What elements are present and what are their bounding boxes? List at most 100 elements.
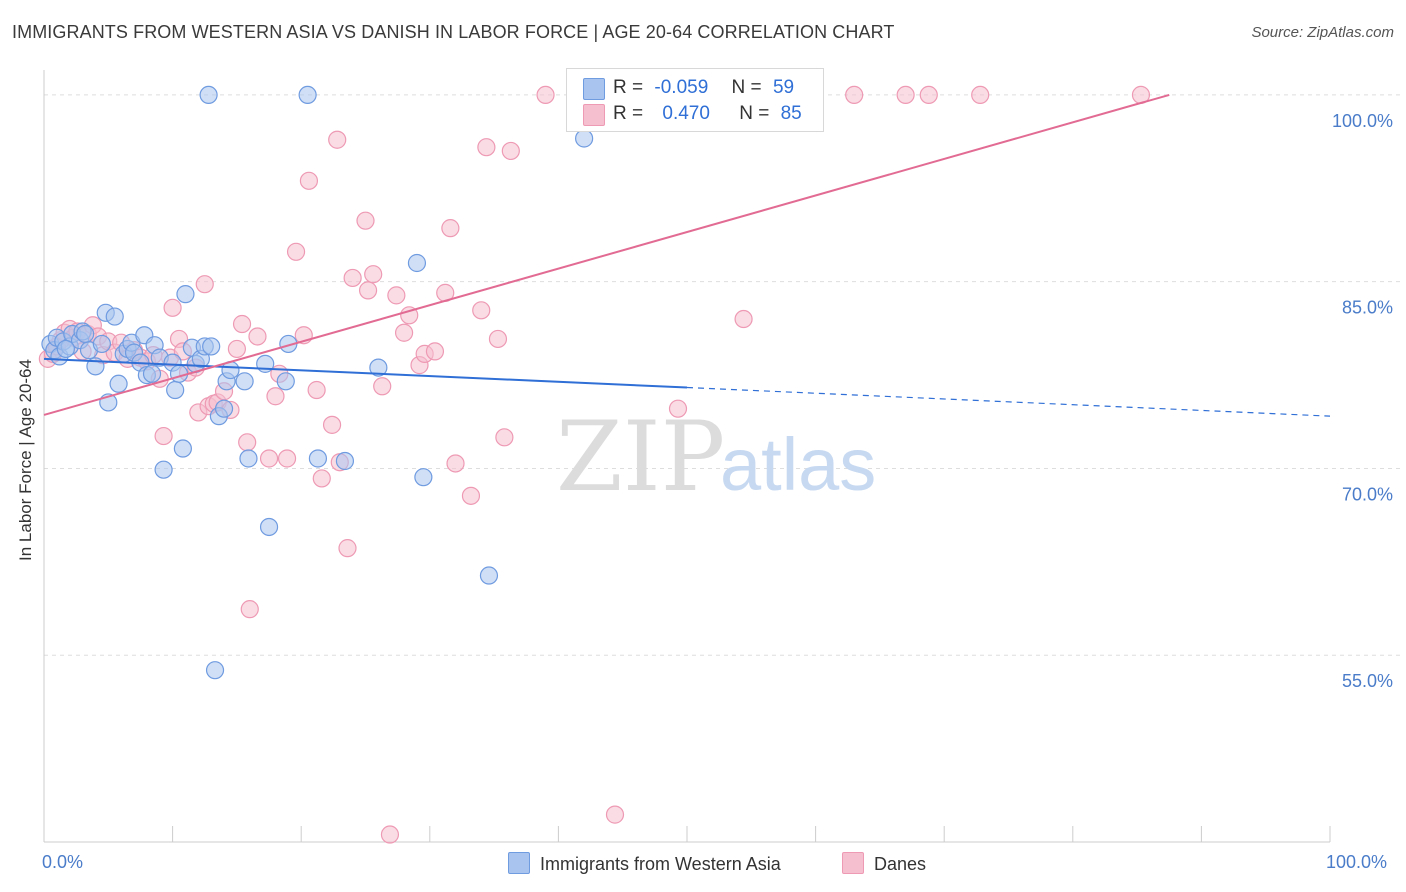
legend-r-label: R = (613, 103, 644, 124)
data-point (298, 85, 317, 105)
data-point (232, 314, 252, 334)
data-point (407, 253, 427, 273)
legend-r-value: -0.059 (654, 77, 709, 98)
data-point (199, 85, 218, 105)
data-point (394, 323, 414, 342)
data-point (56, 339, 75, 359)
legend-r-value: 0.470 (662, 103, 710, 124)
data-point (338, 539, 357, 558)
data-point (536, 85, 555, 105)
source-label: Source: ZipAtlas.com (1251, 24, 1394, 41)
bottom-legend-label-pink: Danes (874, 854, 927, 874)
bottom-legend-western-asia: Immigrants from Western Asia (508, 852, 781, 875)
data-point (501, 141, 520, 161)
data-point (142, 364, 162, 383)
data-point (343, 268, 362, 288)
data-point (173, 439, 192, 458)
data-point (441, 219, 460, 238)
data-point (307, 380, 326, 400)
data-point (446, 454, 465, 473)
legend-n-value: 85 (780, 103, 802, 124)
bottom-legend-swatch-blue (508, 852, 530, 874)
trend-line-western-asia (43, 357, 688, 389)
legend-row-pink: R = 0.470 N = 85 (613, 103, 802, 125)
data-point (195, 275, 214, 294)
data-point (425, 342, 445, 361)
chart-title: IMMIGRANTS FROM WESTERN ASIA VS DANISH I… (12, 22, 895, 42)
legend-n-label: N = (739, 103, 770, 124)
data-point (154, 426, 173, 446)
data-point (845, 85, 864, 105)
correlation-legend: R = -0.059 N = 59 R = 0.470 N = 85 (566, 68, 824, 132)
data-point (239, 449, 258, 468)
y-tick-label: 70.0% (1342, 484, 1393, 504)
data-point (373, 377, 392, 396)
data-point (896, 85, 915, 105)
data-point (734, 309, 753, 329)
data-point (328, 130, 347, 149)
x-tick-min: 0.0% (42, 852, 84, 872)
data-point (259, 517, 279, 537)
data-point (240, 600, 259, 619)
data-point (356, 211, 375, 230)
y-tick-labels: 55.0% 70.0% 85.0% 100.0% (1332, 111, 1393, 691)
data-point (176, 285, 195, 304)
data-point (479, 566, 499, 585)
data-point (266, 387, 285, 406)
axes (43, 70, 1331, 843)
data-point (299, 171, 319, 190)
data-point (400, 306, 419, 325)
data-point (227, 339, 246, 359)
grid-lines (44, 94, 1400, 656)
legend-n-label: N = (731, 77, 762, 98)
data-point (92, 334, 111, 354)
legend-row-blue: R = -0.059 N = 59 (613, 77, 794, 99)
bottom-legend-swatch-pink (842, 852, 864, 874)
data-point (202, 337, 221, 356)
bottom-legend-danes: Danes (842, 852, 926, 875)
data-point (380, 825, 400, 844)
data-point (105, 307, 124, 326)
data-point (238, 433, 257, 452)
data-point (276, 372, 295, 391)
trend-line-danes (43, 93, 1170, 416)
legend-n-value: 59 (772, 77, 795, 98)
data-point (205, 661, 225, 680)
trend-line-western-asia-dashed (686, 386, 1331, 417)
data-point (308, 449, 328, 468)
legend-r-label: R = (613, 77, 644, 98)
data-point (286, 242, 306, 261)
data-point (605, 805, 625, 824)
data-point (154, 460, 173, 479)
watermark-atlas: atlas (720, 423, 876, 506)
data-point (312, 469, 331, 488)
watermark: ZIP atlas (556, 401, 876, 513)
x-tick-max: 100.0% (1326, 852, 1388, 872)
y-tick-label: 55.0% (1342, 671, 1393, 691)
data-point (358, 281, 378, 300)
data-point (387, 286, 406, 305)
data-point (277, 449, 297, 468)
legend-swatch-pink (583, 104, 605, 126)
data-point (235, 372, 254, 391)
legend-swatch-blue (583, 78, 605, 100)
data-point (259, 449, 279, 468)
data-point (248, 327, 267, 346)
trend-lines (43, 93, 1331, 417)
data-point (668, 399, 688, 418)
data-point (971, 85, 990, 105)
data-point (364, 265, 383, 284)
data-point (335, 451, 355, 471)
y-tick-label: 100.0% (1332, 111, 1393, 131)
data-point (166, 380, 185, 400)
data-point (461, 486, 481, 505)
bottom-legend-label-blue: Immigrants from Western Asia (540, 854, 781, 874)
data-point (414, 468, 433, 487)
data-point (477, 138, 496, 157)
y-axis-label: In Labor Force | Age 20-64 (16, 359, 35, 561)
data-point (919, 85, 938, 105)
data-point (76, 324, 95, 344)
data-point (214, 399, 234, 418)
data-point (575, 129, 594, 148)
